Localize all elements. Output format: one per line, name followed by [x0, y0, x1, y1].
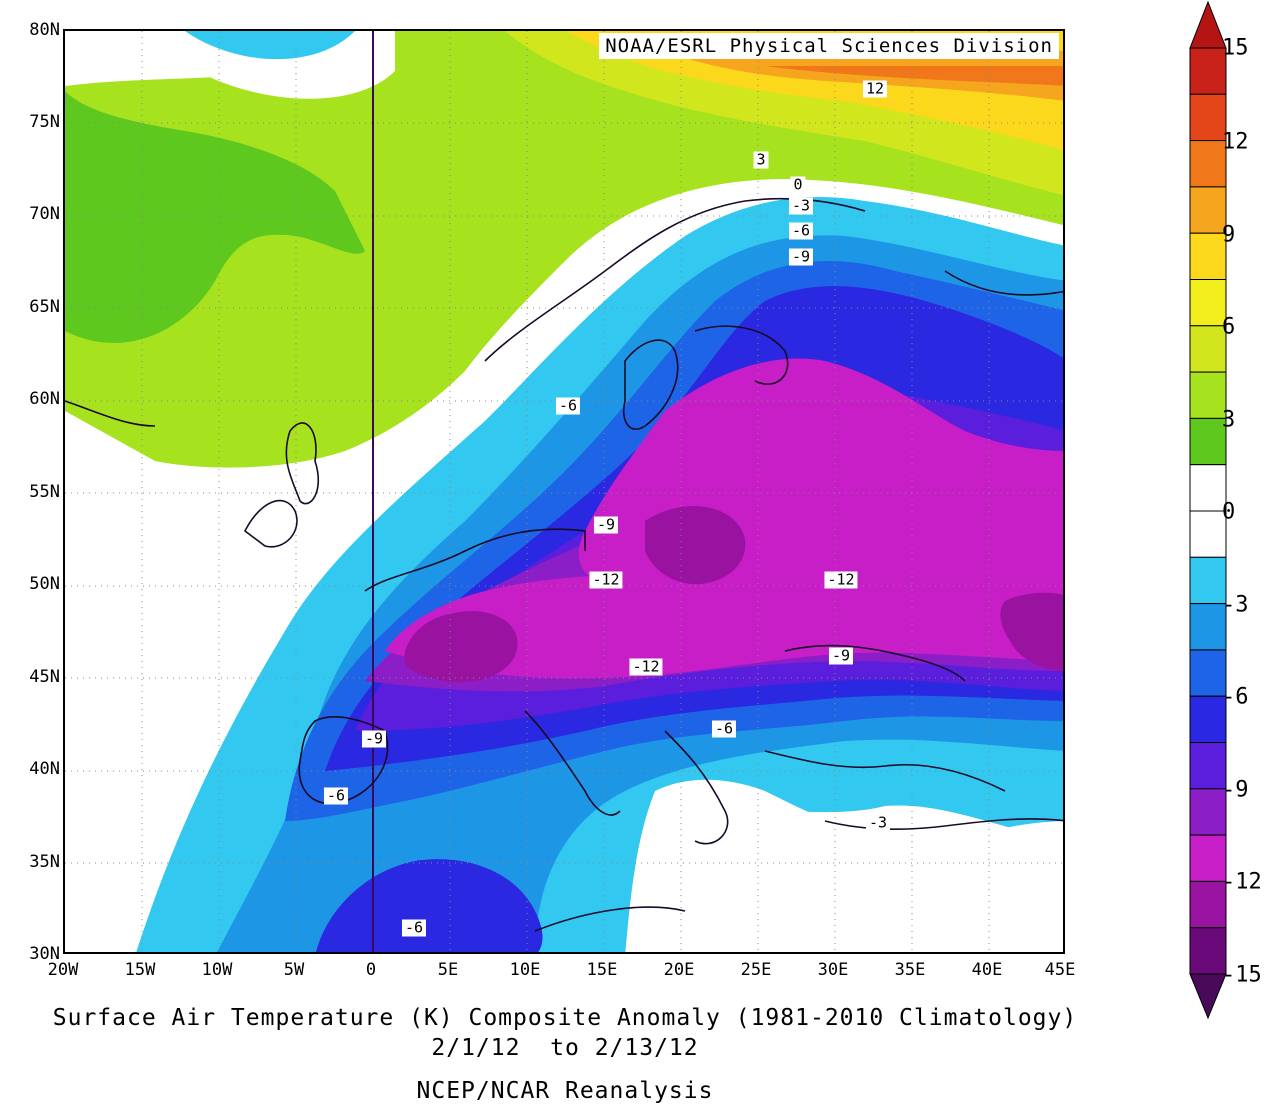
colorbar-label: -15: [1222, 962, 1262, 988]
anomaly-region-12: [665, 51, 1063, 101]
anomaly-region-minus14: [385, 565, 1063, 679]
colorbar-band: [1189, 93, 1227, 142]
colorbar-label: -9: [1222, 777, 1249, 803]
anomaly-core-2: [645, 506, 746, 585]
lat-tick-label: 45N: [29, 667, 60, 687]
lon-tick-label: 30E: [817, 960, 849, 980]
colorbar-band: [1189, 649, 1227, 697]
anomaly-core-3: [1000, 592, 1063, 671]
lon-tick-label: 5E: [437, 960, 459, 980]
lat-tick-label: 60N: [29, 389, 60, 409]
lat-tick-label: 70N: [29, 204, 60, 224]
lat-tick-label: 80N: [29, 20, 60, 40]
colorbar-label: 0: [1222, 499, 1236, 525]
anomaly-region-0-north: [145, 31, 395, 99]
colorbar-band: [1189, 47, 1227, 95]
colorbar-band: [1189, 140, 1227, 188]
colorbar-label: 3: [1222, 407, 1236, 433]
lon-tick-label: 35E: [894, 960, 926, 980]
colorbar-band: [1189, 279, 1227, 327]
lon-tick-label: 10E: [509, 960, 541, 980]
contour-label: -9: [593, 516, 619, 534]
contour-label: -6: [401, 919, 427, 937]
anomaly-region-3: [65, 31, 1063, 468]
contour-label: 0: [790, 176, 806, 194]
colorbar-band: [1189, 788, 1227, 836]
colorbar-band: [1189, 232, 1227, 280]
lat-lon-gridlines: [65, 31, 1063, 952]
colorbar-band: [1189, 325, 1227, 373]
contour-label: -12: [824, 571, 858, 589]
contour-label: -6: [555, 397, 581, 415]
contour-label: -12: [589, 571, 623, 589]
contour-label: -6: [711, 720, 737, 738]
colorbar-band: [1189, 834, 1227, 882]
caption-title: Surface Air Temperature (K) Composite An…: [52, 1005, 1078, 1031]
anomaly-core-1: [404, 611, 518, 683]
lat-tick-label: 35N: [29, 852, 60, 872]
colorbar-label: -6: [1222, 684, 1249, 710]
contour-label: -6: [323, 787, 349, 805]
africa-land-white: [625, 779, 1063, 952]
colorbar-band: [1189, 742, 1227, 790]
colorbar: [1189, 0, 1227, 1020]
colorbar-band: [1189, 371, 1227, 419]
contour-label: -6: [788, 222, 814, 240]
colorbar-label: -3: [1222, 592, 1249, 618]
colorbar-label: -12: [1222, 869, 1262, 895]
colorbar-band: [1189, 880, 1227, 929]
lon-tick-label: 10W: [201, 960, 233, 980]
colorbar-label: 6: [1222, 314, 1236, 340]
colorbar-band: [1189, 603, 1227, 651]
lat-tick-label: 50N: [29, 574, 60, 594]
lon-tick-label: 15E: [586, 960, 618, 980]
colorbar-band: [1189, 464, 1227, 512]
contour-label: 3: [753, 151, 769, 169]
credit-label: NOAA/ESRL Physical Sciences Division: [599, 33, 1059, 59]
contour-label: -9: [361, 730, 387, 748]
contour-label: -9: [828, 647, 854, 665]
colorbar-label: 15: [1222, 35, 1249, 61]
contour-label: 12: [862, 80, 888, 98]
colorbar-label: 9: [1222, 222, 1236, 248]
lon-tick-label: 45E: [1044, 960, 1076, 980]
lon-tick-label: 0: [365, 960, 377, 980]
caption-source: NCEP/NCAR Reanalysis: [416, 1078, 714, 1104]
colorbar-label: 12: [1222, 129, 1249, 155]
lon-tick-label: 20W: [47, 960, 79, 980]
contour-label: -12: [629, 658, 663, 676]
colorbar-bottom-arrow: [1189, 973, 1227, 1020]
contour-label: -3: [788, 197, 814, 215]
map-panel: NOAA/ESRL Physical Sciences Division 12 …: [63, 29, 1065, 954]
lat-tick-label: 30N: [29, 944, 60, 964]
lon-tick-label: 40E: [971, 960, 1003, 980]
colorbar-band: [1189, 186, 1227, 234]
colorbar-band: [1189, 510, 1227, 558]
colorbar-band: [1189, 417, 1227, 466]
lat-tick-label: 65N: [29, 297, 60, 317]
lat-tick-label: 40N: [29, 759, 60, 779]
temperature-anomaly-map: [65, 31, 1063, 952]
lon-tick-label: 25E: [740, 960, 772, 980]
colorbar-top-arrow: [1189, 0, 1227, 49]
lon-tick-label: 20E: [663, 960, 695, 980]
lon-tick-label: 5W: [283, 960, 305, 980]
colorbar-band: [1189, 695, 1227, 744]
anomaly-region-3b: [65, 91, 365, 343]
contour-label: -3: [865, 814, 891, 832]
lat-tick-label: 75N: [29, 112, 60, 132]
colorbar-band: [1189, 556, 1227, 605]
lon-tick-label: 15W: [124, 960, 156, 980]
lat-tick-label: 55N: [29, 482, 60, 502]
contour-label: -9: [788, 248, 814, 266]
colorbar-band: [1189, 927, 1227, 975]
caption-date-range: 2/1/12 to 2/13/12: [431, 1035, 699, 1061]
